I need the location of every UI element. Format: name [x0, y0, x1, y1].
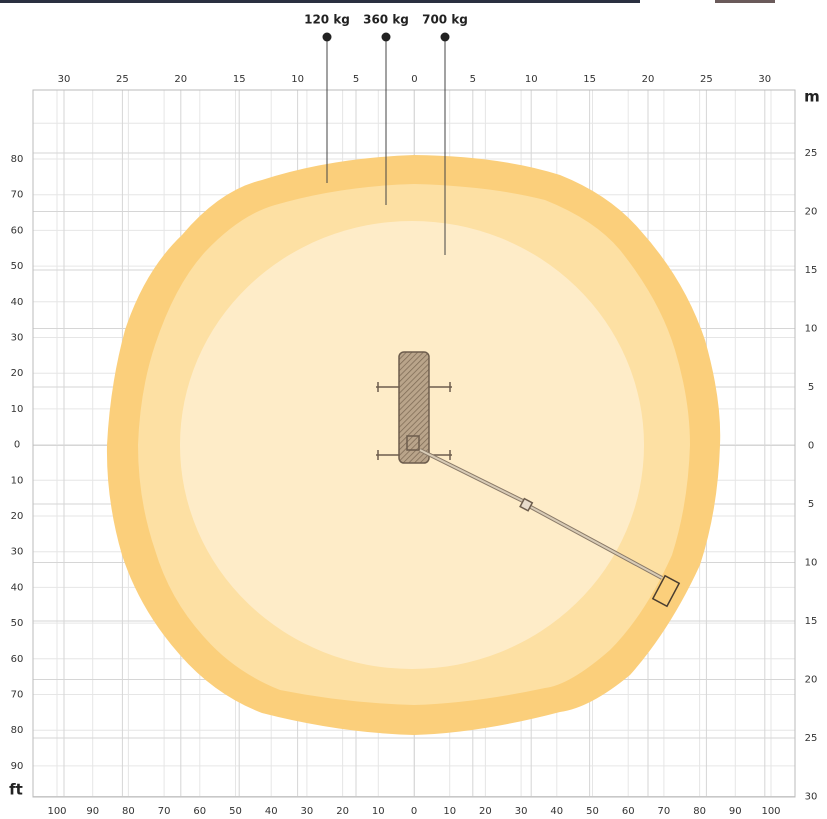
right-unit: m	[804, 88, 820, 106]
left-scale-label: 60	[11, 654, 24, 665]
bottom-scale-label: 40	[550, 806, 563, 817]
bottom-scale-label: 70	[158, 806, 171, 817]
bottom-scale-label: 0	[411, 806, 417, 817]
left-scale-label: 10	[11, 475, 24, 486]
top-scale-label: 0	[411, 74, 417, 85]
bottom-scale-label: 80	[693, 806, 706, 817]
right-scale-label: 5	[808, 382, 814, 393]
load-label: 120 kg	[304, 13, 350, 27]
left-scale-label: 30	[11, 547, 24, 558]
top-scale-label: 20	[642, 74, 655, 85]
top-scale-label: 25	[700, 74, 713, 85]
bottom-scale-label: 90	[729, 806, 742, 817]
top-scale-label: 15	[583, 74, 596, 85]
bottom-scale-label: 30	[515, 806, 528, 817]
top-scale-label: 30	[758, 74, 771, 85]
bottom-scale-label: 60	[622, 806, 635, 817]
left-scale-label: 50	[11, 618, 24, 629]
frame	[32, 89, 796, 798]
left-scale-label: 40	[11, 297, 24, 308]
left-scale-label: 0	[14, 440, 20, 451]
top-scale-label: 25	[116, 74, 129, 85]
bottom-scale-label: 100	[761, 806, 780, 817]
left-scale-label: 70	[11, 690, 24, 701]
right-scale-label: 20	[805, 675, 818, 686]
right-scale-label: 15	[805, 265, 818, 276]
load-label: 700 kg	[422, 13, 468, 27]
load-dot	[381, 32, 391, 42]
bottom-scale-label: 50	[229, 806, 242, 817]
bottom-scale-label: 60	[193, 806, 206, 817]
right-scale-label: 10	[805, 558, 818, 569]
top-scale-label: 30	[58, 74, 71, 85]
right-scale-label: 15	[805, 616, 818, 627]
right-scale-label: 25	[805, 148, 818, 159]
load-markers: 120 kg 360 kg 700 kg	[304, 13, 468, 255]
load-dot	[322, 32, 332, 42]
left-scale-label: 30	[11, 333, 24, 344]
top-scale-label: 20	[174, 74, 187, 85]
bottom-scale-label: 20	[336, 806, 349, 817]
left-scale-label: 90	[11, 761, 24, 772]
right-scale-label: 20	[805, 207, 818, 218]
top-scale-label: 10	[525, 74, 538, 85]
left-unit: ft	[9, 781, 23, 799]
left-scale-label: 80	[11, 725, 24, 736]
bottom-scale-label: 30	[301, 806, 314, 817]
left-scale-label: 80	[11, 154, 24, 165]
bottom-scale-label: 40	[265, 806, 278, 817]
left-scale-label: 70	[11, 190, 24, 201]
top-strip	[0, 0, 640, 3]
bottom-scale-label: 20	[479, 806, 492, 817]
left-scale-label: 60	[11, 225, 24, 236]
left-scale-label: 50	[11, 261, 24, 272]
left-scale-label: 10	[11, 404, 24, 415]
top-strip	[715, 0, 775, 3]
bottom-scale-label: 10	[372, 806, 385, 817]
left-scale-label: 20	[11, 511, 24, 522]
machine	[376, 351, 681, 608]
right-scale-label: 10	[805, 324, 818, 335]
right-scale-label: 30	[805, 792, 818, 803]
top-scale-label: 5	[470, 74, 476, 85]
bottom-scale-label: 90	[86, 806, 99, 817]
right-scale-label: 0	[808, 441, 814, 452]
left-scale-label: 20	[11, 368, 24, 379]
right-scale-label: 5	[808, 499, 814, 510]
bottom-scale-label: 10	[443, 806, 456, 817]
load-label: 360 kg	[363, 13, 409, 27]
bottom-scale-label: 70	[658, 806, 671, 817]
bottom-scale-label: 50	[586, 806, 599, 817]
top-scale-label: 10	[291, 74, 304, 85]
bottom-scale-label: 80	[122, 806, 135, 817]
left-scale-label: 40	[11, 582, 24, 593]
top-scale-label: 15	[233, 74, 246, 85]
bottom-scale-label: 100	[47, 806, 66, 817]
load-dot	[440, 32, 450, 42]
top-scale-label: 5	[353, 74, 359, 85]
right-scale-label: 25	[805, 733, 818, 744]
